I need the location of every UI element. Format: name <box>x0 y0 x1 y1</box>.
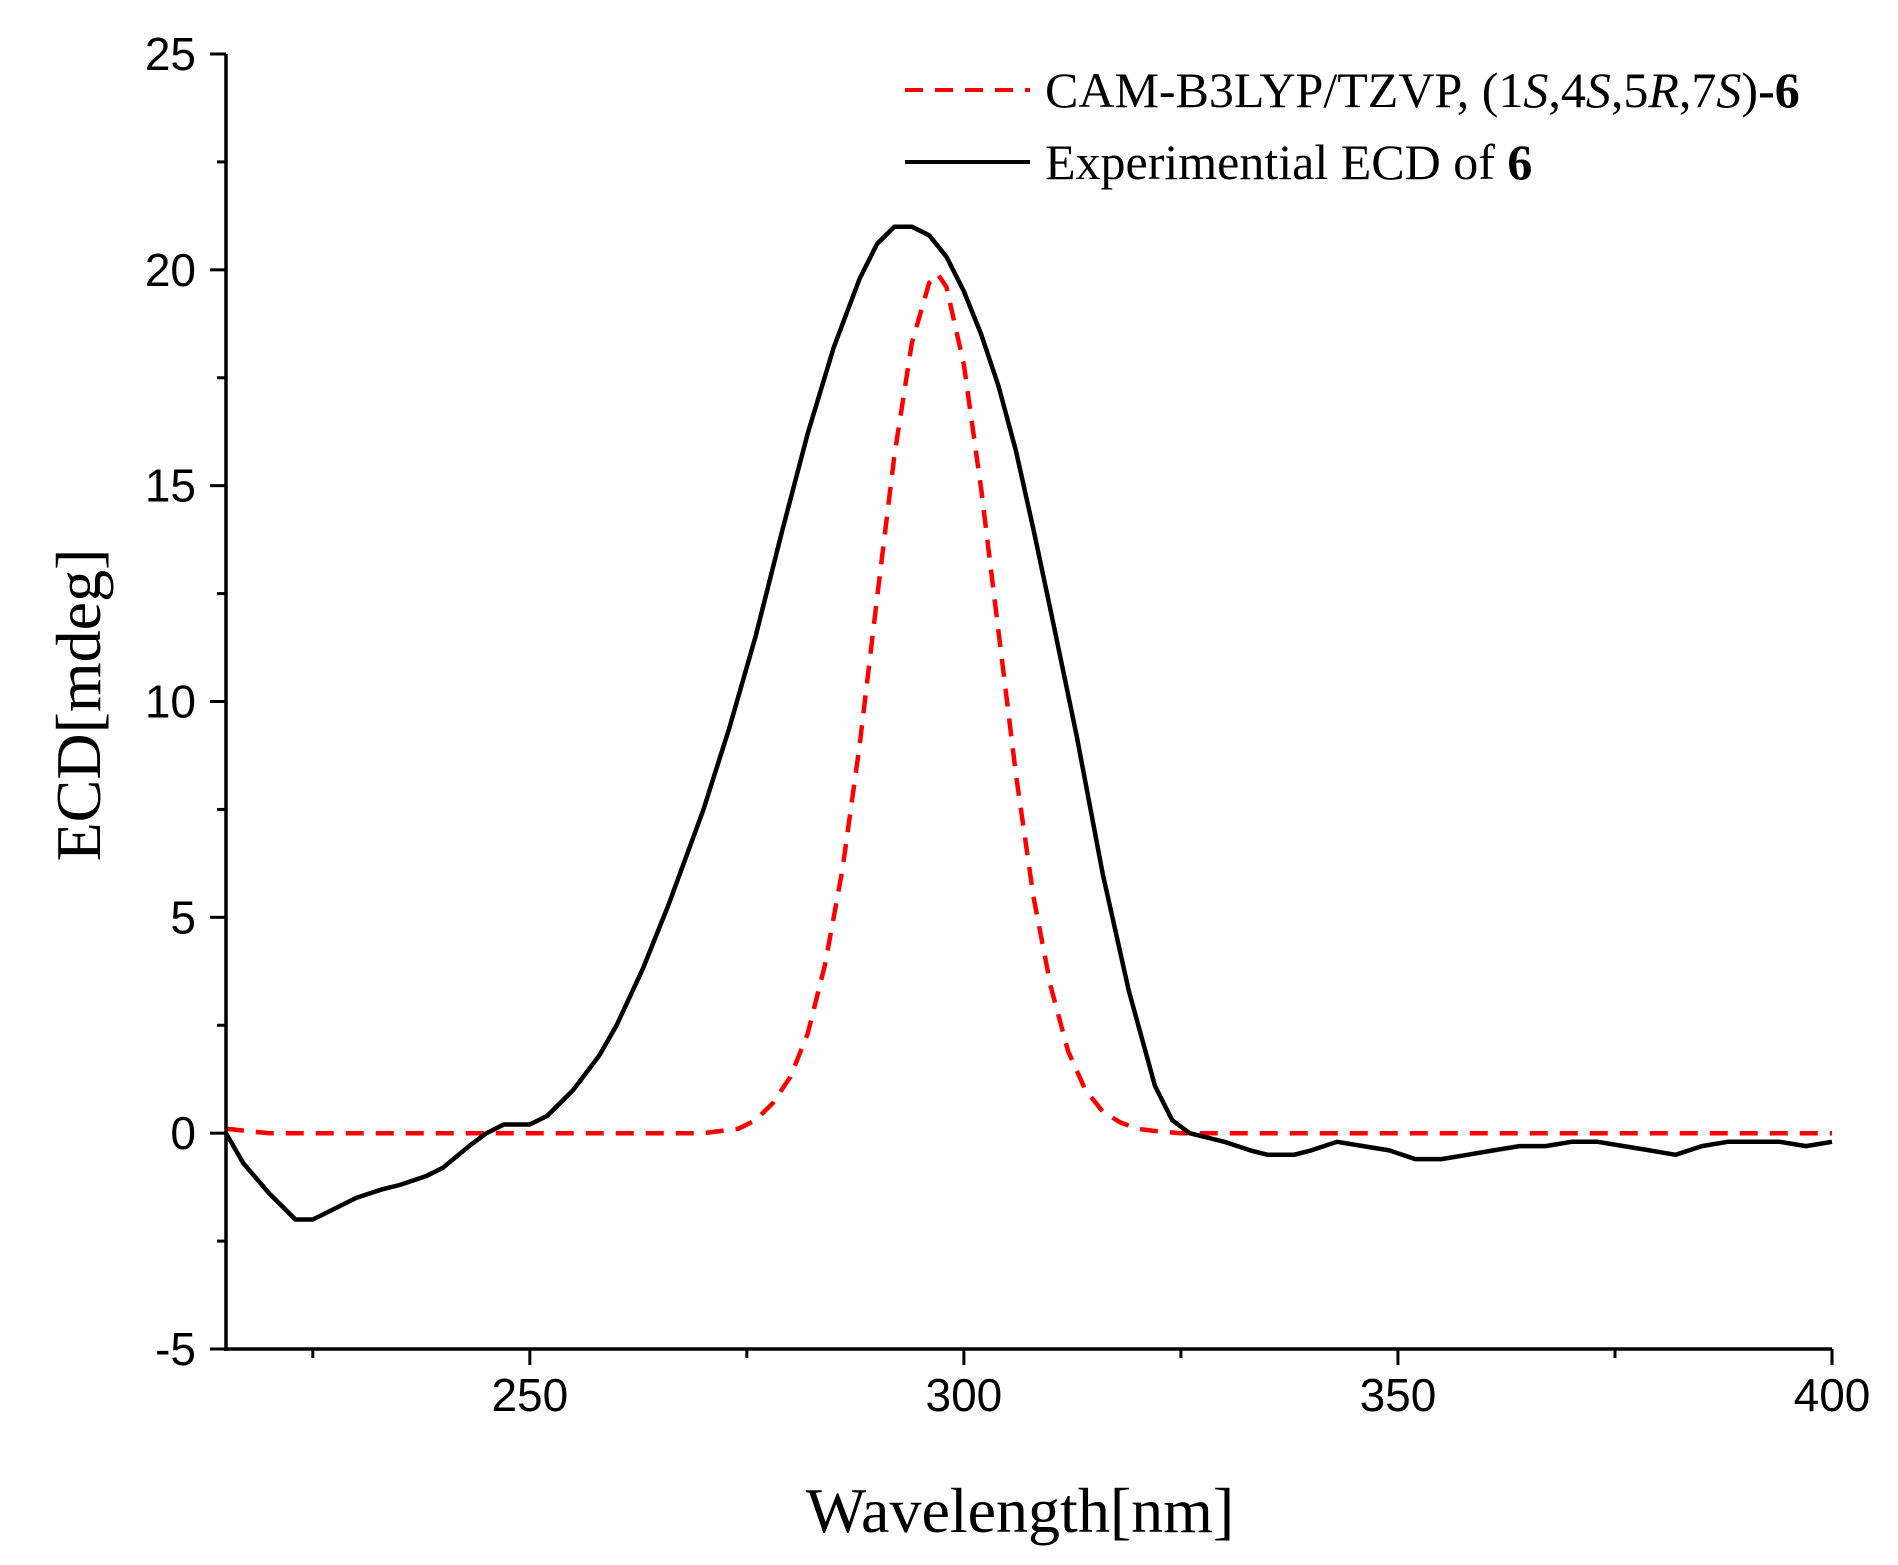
y-tick-label: 5 <box>170 891 196 943</box>
x-axis-title: Wavelength[nm] <box>806 1475 1234 1546</box>
legend: CAM-B3LYP/TZVP, (1S,4S,5R,7S)-6 Experime… <box>905 62 1800 190</box>
x-tick-label: 400 <box>1794 1369 1871 1421</box>
legend-calc-r: R <box>1647 62 1679 118</box>
legend-calc-s3: S <box>1716 62 1741 118</box>
legend-calc-mid2: ,5 <box>1611 62 1649 118</box>
legend-calc-close: ) <box>1741 62 1758 118</box>
y-tick-label: 10 <box>145 676 196 728</box>
series-line-calculated <box>225 271 1832 1136</box>
legend-calc-mid1: ,4 <box>1548 62 1586 118</box>
y-tick-label: 0 <box>170 1107 196 1159</box>
legend-calc-mid3: ,7 <box>1679 62 1717 118</box>
x-tick-label: 300 <box>926 1369 1003 1421</box>
legend-exp-bold: 6 <box>1507 134 1532 190</box>
y-tick-label: 25 <box>145 28 196 80</box>
legend-exp-prefix: Experimential ECD of <box>1045 134 1507 190</box>
y-tick-label: -5 <box>155 1323 196 1375</box>
plot-lines <box>224 224 1833 1222</box>
legend-exp-label: Experimential ECD of 6 <box>1045 134 1532 190</box>
ticks: -5 0 5 10 15 20 25 250 300 350 400 <box>145 28 1871 1421</box>
legend-calc-s1: S <box>1523 62 1548 118</box>
series-line-experimental <box>224 224 1833 1222</box>
axes <box>224 54 1832 1351</box>
y-tick-label: 15 <box>145 460 196 512</box>
x-tick-label: 250 <box>491 1369 568 1421</box>
x-tick-label: 350 <box>1360 1369 1437 1421</box>
y-axis-title: ECD[mdeg] <box>43 549 114 862</box>
legend-calc-bold: -6 <box>1758 62 1800 118</box>
legend-calc-s2: S <box>1586 62 1611 118</box>
legend-calc-prefix: CAM-B3LYP/TZVP, (1 <box>1045 62 1523 118</box>
legend-calc-label: CAM-B3LYP/TZVP, (1S,4S,5R,7S)-6 <box>1045 62 1800 118</box>
y-tick-label: 20 <box>145 244 196 296</box>
